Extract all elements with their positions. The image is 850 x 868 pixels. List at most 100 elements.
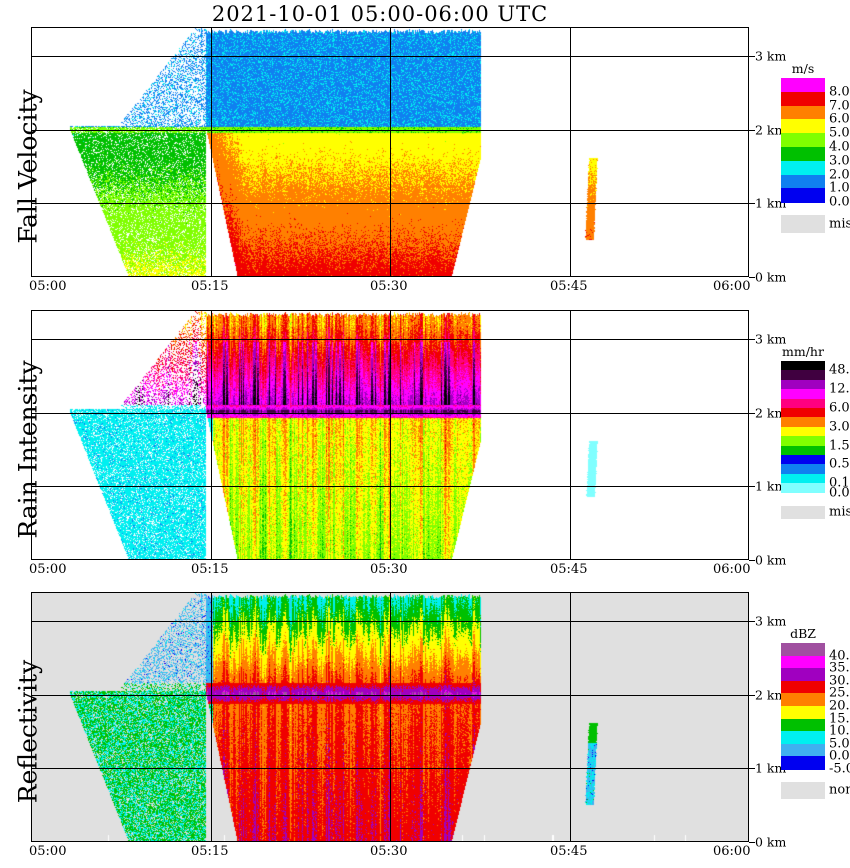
- colorbar-swatch: [781, 718, 825, 732]
- gridline-vertical: [570, 592, 571, 842]
- colorbar-swatch: [781, 417, 825, 428]
- colorbar-swatch: [781, 668, 825, 682]
- gridline-vertical: [211, 592, 212, 842]
- colorbar-tick-label: 35.0: [829, 660, 850, 676]
- y-axis-tick-mark: [749, 560, 755, 561]
- colorbar-swatch: [781, 398, 825, 409]
- colorbar-tick-label: 7.0: [829, 98, 850, 114]
- colorbar-reflectivity: dBZ 40.035.030.025.020.015.010.05.00.0-5.…: [781, 626, 850, 803]
- panel-title-reflectivity: Reflectivity: [13, 659, 43, 804]
- y-axis-tick-label: 0 km: [755, 269, 787, 285]
- colorbar-missing-label: miss: [829, 216, 850, 232]
- x-axis-tick-label: 05:00: [29, 279, 67, 294]
- colorbar-swatch: [781, 379, 825, 390]
- colorbar-swatch: [781, 756, 825, 770]
- gridline-vertical: [570, 27, 571, 277]
- y-axis-tick-label: 0 km: [755, 834, 787, 850]
- colorbar-swatch: [781, 743, 825, 757]
- y-axis-tick-mark: [749, 203, 755, 204]
- x-axis-tick-label: 05:00: [29, 562, 67, 577]
- colorbar-tick-label: 10.0: [829, 723, 850, 739]
- y-axis-tick-mark: [749, 277, 755, 278]
- y-axis-tick-mark: [749, 130, 755, 131]
- x-axis-tick-label: 05:30: [370, 562, 408, 577]
- x-axis-tick-label: 05:45: [550, 844, 588, 859]
- y-axis-tick-mark: [749, 486, 755, 487]
- colorbar-tick-label: 6.0: [829, 111, 850, 127]
- colorbar-tick-label: 20.0: [829, 698, 850, 714]
- colorbar-swatch: [781, 483, 825, 494]
- colorbar-tick-label: 1.0: [829, 180, 850, 196]
- colorbar-tick-label: 3.0: [829, 419, 850, 435]
- colorbar-swatch: [781, 105, 825, 120]
- x-axis-tick-label: 05:45: [550, 562, 588, 577]
- colorbar-tick-label: 0.5: [829, 456, 850, 472]
- colorbar-swatch: [781, 445, 825, 456]
- y-axis-tick-mark: [749, 413, 755, 414]
- colorbar-swatch: [781, 408, 825, 418]
- x-axis-tick-label: 05:30: [370, 279, 408, 294]
- gridline-vertical: [570, 310, 571, 560]
- colorbar-swatch: [781, 436, 825, 447]
- y-axis-tick-mark: [749, 56, 755, 57]
- x-axis-tick-label: 05:15: [191, 279, 229, 294]
- y-axis-tick-mark: [749, 842, 755, 843]
- panel-title-fall-velocity: Fall Velocity: [13, 89, 43, 244]
- colorbar-tick-label: 4.0: [829, 139, 850, 155]
- colorbar-tick-label: 0.0: [829, 194, 850, 210]
- colorbar-swatch: [781, 680, 825, 694]
- colorbar-tick-label: 25.0: [829, 685, 850, 701]
- colorbar-swatch: [781, 693, 825, 707]
- colorbar-missing-label: none: [829, 782, 850, 798]
- colorbar-tick-label: 48.0: [829, 362, 850, 378]
- x-axis-tick-label: 05:15: [191, 844, 229, 859]
- y-axis-tick-label: 2 km: [755, 405, 787, 421]
- gridline-vertical: [211, 310, 212, 560]
- colorbar-swatch: [781, 160, 825, 176]
- y-axis-tick-mark: [749, 768, 755, 769]
- y-axis-tick-label: 1 km: [755, 478, 787, 494]
- gridline-vertical: [211, 27, 212, 277]
- y-axis-tick-label: 3 km: [755, 331, 787, 347]
- colorbar-tick-label: 2.0: [829, 167, 850, 183]
- colorbar-missing-swatch: [781, 505, 825, 519]
- colorbar-rain-intensity: mm/hr 48.0 12.0 6.0 3.0 1.5 0.5 0.10.0 miss: [781, 344, 850, 527]
- colorbar-tick-label: 0.1: [829, 475, 850, 491]
- x-axis-tick-label: 05:45: [550, 279, 588, 294]
- y-axis-tick-label: 2 km: [755, 122, 787, 138]
- colorbar-tick-label: 15.0: [829, 711, 850, 727]
- colorbar-swatch: [781, 464, 825, 475]
- y-axis-tick-label: 3 km: [755, 48, 787, 64]
- x-axis-tick-label: 05:30: [370, 844, 408, 859]
- colorbar-swatch: [781, 426, 825, 437]
- colorbar-unit-label: dBZ: [790, 626, 816, 641]
- y-axis-tick-label: 2 km: [755, 687, 787, 703]
- colorbar-swatch: [781, 370, 825, 381]
- x-axis-tick-label: 06:00: [713, 562, 751, 577]
- colorbar-tick-label: 1.5: [829, 438, 850, 454]
- colorbar-tick-label: 30.0: [829, 673, 850, 689]
- colorbar-swatch: [781, 361, 825, 371]
- colorbar-swatch: [781, 706, 825, 720]
- colorbar-tick-label: -5.0: [829, 761, 850, 777]
- x-axis-tick-label: 05:00: [29, 844, 67, 859]
- colorbar-tick-label: 40.0: [829, 648, 850, 664]
- colorbar-unit-label: mm/hr: [782, 344, 824, 359]
- colorbar-tick-label: 6.0: [829, 400, 850, 416]
- colorbar-swatch: [781, 174, 825, 189]
- colorbar-swatch: [781, 643, 825, 657]
- y-axis-tick-label: 1 km: [755, 195, 787, 211]
- colorbar-unit-label: m/s: [791, 61, 815, 76]
- y-axis-tick-label: 1 km: [755, 760, 787, 776]
- y-axis-tick-mark: [749, 621, 755, 622]
- y-axis-tick-mark: [749, 339, 755, 340]
- colorbar-tick-label: 0.0: [829, 485, 850, 501]
- x-axis-tick-label: 06:00: [713, 844, 751, 859]
- colorbar-tick-label: 3.0: [829, 153, 850, 169]
- colorbar-tick-label: 8.0: [829, 84, 850, 100]
- page-title: 2021-10-01 05:00-06:00 UTC: [211, 2, 549, 26]
- colorbar-tick-label: 5.0: [829, 736, 850, 752]
- gridline-vertical: [390, 27, 391, 277]
- colorbar-swatch: [781, 473, 825, 484]
- gridline-vertical: [390, 310, 391, 560]
